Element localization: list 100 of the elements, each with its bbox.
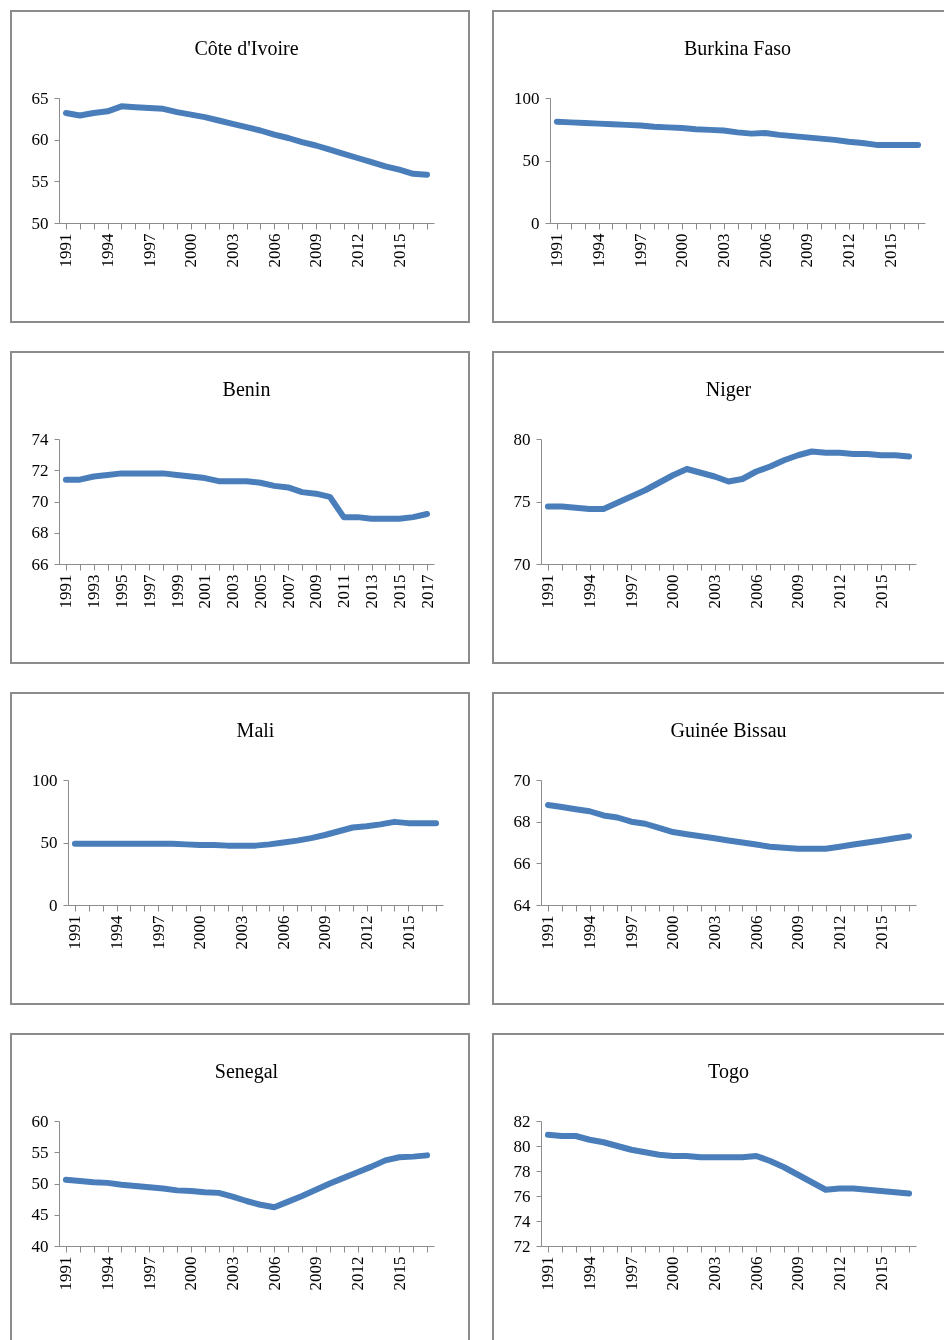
x-tick-label: 2015 [871, 915, 891, 950]
y-tick-label: 50 [31, 213, 49, 233]
chart-title: Senegal [214, 1060, 279, 1083]
x-tick-label: 2012 [830, 1256, 850, 1291]
x-tick-label: 2015 [880, 233, 900, 268]
chart-title: Benin [222, 378, 271, 400]
x-tick-label: 2012 [839, 233, 859, 268]
x-tick-label: 2015 [389, 574, 409, 609]
x-tick-label: 1997 [139, 233, 159, 268]
chart-title: Togo [708, 1060, 749, 1083]
x-tick-label: 2000 [663, 574, 683, 609]
x-tick-label: 2000 [663, 1256, 683, 1291]
y-tick-label: 0 [531, 213, 540, 233]
y-tick-label: 60 [31, 1111, 49, 1131]
y-tick-label: 64 [513, 895, 531, 915]
x-tick-label: 1991 [56, 233, 76, 268]
y-tick-label: 76 [513, 1186, 531, 1206]
x-tick-label: 1991 [538, 915, 558, 950]
x-tick-label: 1994 [580, 915, 600, 950]
y-tick-label: 66 [513, 853, 531, 873]
y-tick-label: 74 [513, 1211, 531, 1231]
x-tick-label: 1991 [65, 915, 85, 950]
x-tick-label: 2012 [348, 1256, 368, 1291]
x-tick-label: 2009 [306, 233, 326, 268]
x-tick-label: 2003 [223, 233, 243, 268]
y-tick-label: 55 [31, 1142, 49, 1162]
x-tick-label: 2007 [278, 574, 298, 609]
x-tick-label: 2009 [306, 1256, 326, 1291]
x-tick-label: 1991 [547, 233, 567, 268]
y-tick-label: 50 [31, 1174, 49, 1193]
x-tick-label: 2006 [273, 915, 293, 950]
x-tick-label: 1997 [139, 1256, 159, 1291]
x-tick-label: 2000 [190, 915, 210, 950]
x-tick-label: 2006 [746, 574, 766, 609]
x-tick-label: 2009 [306, 574, 326, 609]
y-tick-label: 50 [40, 833, 58, 852]
x-tick-label: 2015 [398, 915, 418, 950]
x-tick-label: 2006 [264, 233, 284, 268]
chart-title: Côte d'Ivoire [194, 37, 299, 59]
x-tick-label: 2006 [746, 915, 766, 950]
x-tick-label: 1991 [538, 574, 558, 609]
x-tick-label: 2003 [232, 915, 252, 950]
x-tick-label: 2003 [705, 574, 725, 609]
x-tick-label: 1994 [98, 1256, 118, 1291]
x-tick-label: 2000 [181, 233, 201, 268]
y-tick-label: 68 [31, 523, 49, 543]
x-tick-label: 1997 [621, 574, 641, 609]
y-tick-label: 70 [513, 554, 531, 574]
x-tick-label: 1997 [139, 574, 159, 609]
x-tick-label: 2015 [871, 574, 891, 609]
x-tick-label: 2012 [830, 574, 850, 609]
x-tick-label: 1994 [98, 233, 118, 268]
x-tick-label: 2003 [223, 574, 243, 609]
x-tick-label: 1997 [630, 233, 650, 268]
x-tick-label: 2012 [348, 233, 368, 268]
x-tick-label: 2006 [755, 233, 775, 268]
x-tick-label: 1993 [84, 574, 104, 609]
x-tick-label: 2009 [788, 574, 808, 609]
y-tick-label: 75 [513, 492, 531, 511]
chart-title: Burkina Faso [683, 37, 792, 59]
x-tick-label: 2015 [389, 233, 409, 268]
y-tick-label: 66 [31, 554, 49, 574]
x-tick-label: 2017 [417, 574, 437, 609]
y-tick-label: 72 [31, 460, 49, 480]
x-tick-label: 2012 [357, 915, 377, 950]
y-tick-label: 70 [513, 770, 531, 790]
x-tick-label: 2006 [746, 1256, 766, 1291]
y-tick-label: 45 [31, 1205, 49, 1225]
chart-title: Mali [236, 719, 275, 741]
y-tick-label: 0 [49, 895, 58, 915]
x-tick-label: 2000 [181, 1256, 201, 1291]
chart-title: Niger [705, 378, 752, 401]
x-tick-label: 1994 [580, 574, 600, 609]
y-tick-label: 40 [31, 1236, 49, 1256]
x-tick-label: 2005 [250, 574, 270, 609]
x-tick-label: 1994 [589, 233, 609, 268]
y-tick-label: 100 [514, 88, 540, 108]
chart-title: Guinée Bissau [670, 719, 787, 741]
x-tick-label: 2009 [797, 233, 817, 268]
x-tick-label: 1991 [56, 574, 76, 609]
x-tick-label: 2013 [362, 574, 381, 609]
x-tick-label: 1999 [167, 574, 187, 609]
y-tick-label: 80 [513, 429, 531, 449]
x-tick-label: 1995 [112, 574, 131, 609]
x-tick-label: 2003 [705, 915, 725, 950]
y-tick-label: 78 [513, 1161, 531, 1181]
x-tick-label: 2006 [264, 1256, 284, 1291]
x-tick-label: 2000 [672, 233, 692, 268]
x-tick-label: 2015 [871, 1256, 891, 1291]
x-tick-label: 2009 [788, 1256, 808, 1291]
x-tick-label: 2001 [195, 574, 215, 609]
x-tick-label: 2000 [663, 915, 683, 950]
y-tick-label: 80 [513, 1136, 531, 1156]
y-tick-label: 65 [31, 88, 49, 108]
x-tick-label: 2003 [223, 1256, 243, 1291]
x-tick-label: 1994 [107, 915, 127, 950]
x-tick-label: 2012 [830, 915, 850, 950]
x-tick-label: 2011 [334, 574, 354, 608]
y-tick-label: 100 [32, 770, 58, 790]
y-tick-label: 72 [513, 1236, 531, 1256]
